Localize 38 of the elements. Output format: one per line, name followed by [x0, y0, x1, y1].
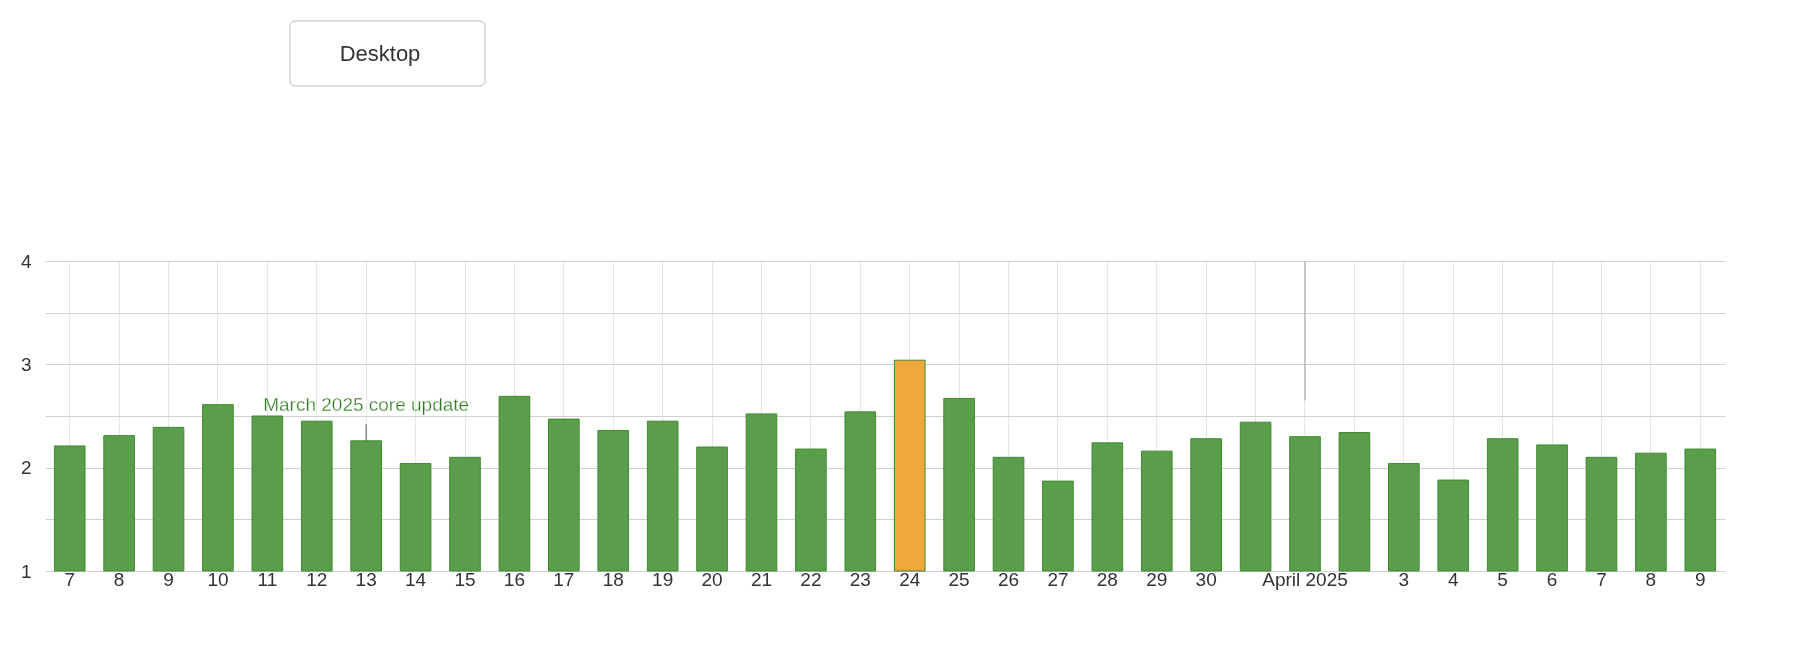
y-tick-label: 4 [20, 250, 32, 272]
x-tick-label: 20 [701, 568, 723, 590]
x-tick-label: 17 [553, 568, 575, 590]
x-tick-label: 24 [899, 568, 921, 590]
x-tick-label: 5 [1497, 568, 1508, 590]
x-tick-label: 3 [1398, 568, 1410, 590]
x-tick-label: 7 [64, 568, 75, 590]
x-tick-label: 6 [1546, 568, 1558, 590]
x-tick-label: April 2025 [1262, 568, 1348, 590]
x-tick-label: 19 [652, 568, 674, 590]
x-tick-label: 15 [454, 568, 476, 590]
x-tick-label: 12 [306, 568, 328, 590]
x-tick-label: 7 [1596, 568, 1607, 590]
x-tick-label: 9 [1695, 568, 1706, 590]
x-tick-label: 25 [948, 568, 970, 590]
x-tick-label: 23 [849, 568, 871, 590]
x-tick-label: 9 [163, 568, 174, 590]
x-tick-label: 28 [1096, 568, 1118, 590]
x-tick-label: 10 [207, 568, 229, 590]
annotation: March 2025 core update [263, 393, 470, 415]
x-tick-label: 8 [1645, 568, 1657, 590]
x-tick-label: 22 [800, 568, 822, 590]
x-tick-label: 13 [355, 568, 377, 590]
x-tick-label: 21 [750, 568, 773, 590]
x-tick-label: 8 [113, 568, 125, 590]
x-tick-label: 30 [1195, 568, 1217, 590]
x-tick-label: 29 [1146, 568, 1168, 590]
y-tick-label: 2 [20, 457, 32, 479]
x-tick-label: 26 [997, 568, 1020, 590]
x-tick-label: 11 [257, 568, 278, 590]
x-tick-label: 18 [602, 568, 624, 590]
text: Desktop [339, 41, 421, 66]
x-tick-label: 4 [1447, 568, 1459, 590]
y-tick-label: 1 [20, 560, 32, 582]
x-tick-label: 14 [405, 568, 427, 590]
x-tick-label: 16 [503, 568, 525, 590]
x-tick-label: 27 [1047, 568, 1069, 590]
y-tick-label: 3 [20, 353, 32, 375]
